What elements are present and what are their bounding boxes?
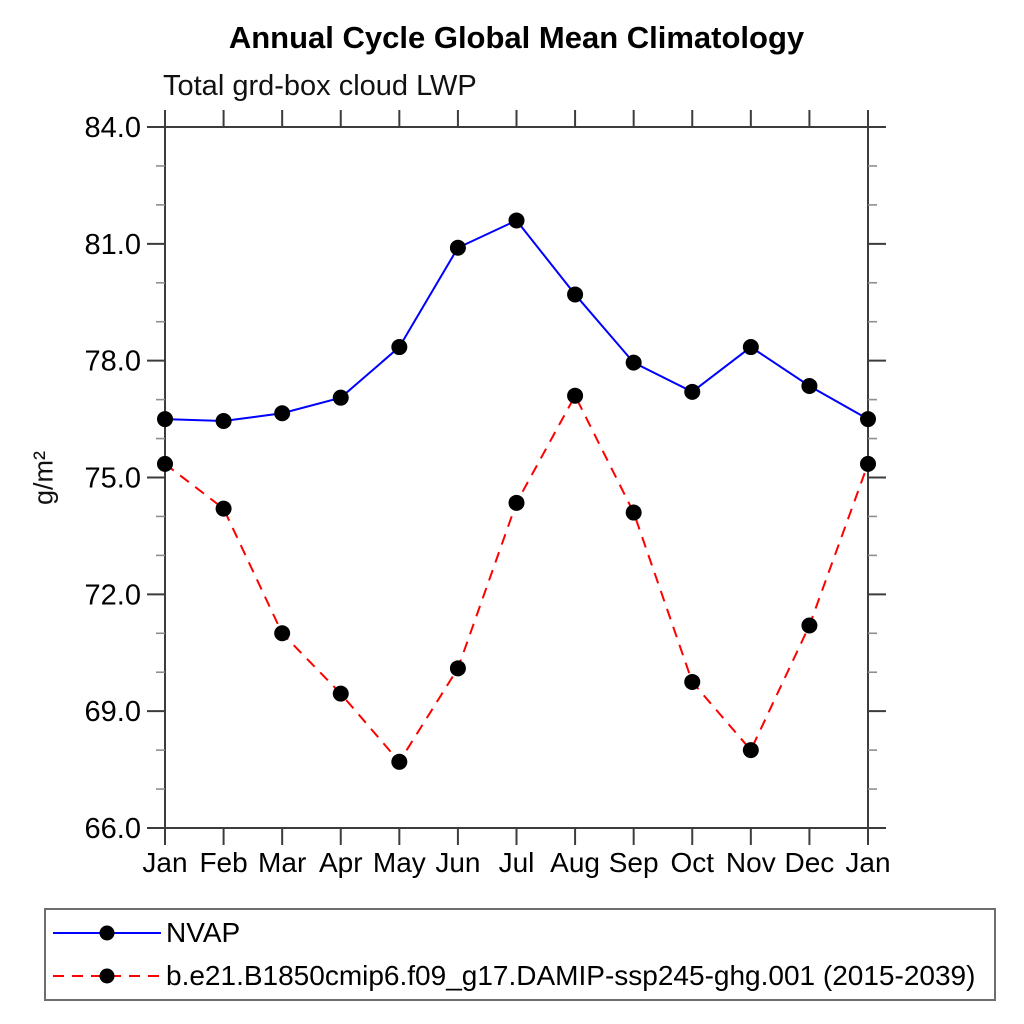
data-point-marker [684,383,701,400]
y-tick-label: 84.0 [85,112,141,144]
y-tick-label: 69.0 [85,696,141,728]
x-tick-label: Jan [845,847,890,878]
nvap-line-swatch-icon [53,925,161,941]
data-point-marker [567,387,584,404]
series-line-0 [164,219,869,423]
y-tick-label: 72.0 [85,579,141,611]
data-point-marker [449,239,466,256]
legend-item-ghg-run: b.e21.B1850cmip6.f09_g17.DAMIP-ssp245-gh… [46,956,994,996]
data-point-marker [625,354,642,371]
data-point-marker [860,411,876,428]
data-point-marker [567,286,584,303]
ghg-run-line-swatch-icon [53,968,161,984]
x-tick-label: Sep [609,847,659,878]
series-line-1 [164,393,869,764]
legend-item-nvap: NVAP [46,913,994,953]
y-tick-label: 81.0 [85,229,141,261]
x-tick-label: Jan [142,847,187,878]
data-point-marker [801,617,818,634]
data-point-marker [449,660,466,677]
x-tick-label: Jul [499,847,535,878]
data-point-marker [684,673,701,690]
data-point-marker [801,377,818,394]
data-point-marker [332,685,349,702]
data-point-marker [391,753,408,770]
data-point-marker [274,625,291,642]
data-point-marker [742,742,759,759]
x-tick-label: Nov [726,847,776,878]
x-tick-label: Dec [785,847,835,878]
chart-subtitle: Total grd-box cloud LWP [163,70,477,102]
y-tick-label: 66.0 [85,813,141,845]
x-tick-label: Aug [550,847,600,878]
data-point-marker [157,455,173,472]
x-tick-label: May [373,847,426,878]
data-point-marker [742,339,759,356]
data-point-marker [215,413,232,430]
data-point-marker [860,455,876,472]
data-point-marker [391,339,408,356]
legend-swatch-marker [99,968,115,984]
legend-label-ghg-run: b.e21.B1850cmip6.f09_g17.DAMIP-ssp245-gh… [166,960,976,991]
x-tick-label: Feb [199,847,247,878]
plot-area: Jan Feb Mar Apr May Jun Jul Aug Sep Oct Nov Dec Jan6… [85,110,891,878]
data-point-marker [332,389,349,406]
y-tick-label: 78.0 [85,346,141,378]
data-point-marker [215,500,232,517]
x-tick-label: Apr [319,847,363,878]
chart-title: Annual Cycle Global Mean Climatology [228,20,805,55]
legend-swatch-marker [99,925,115,941]
data-point-marker [625,504,642,521]
legend: NVAP b.e21.B1850cmip6.f09_g17.DAMIP-ssp2… [44,908,996,1001]
legend-label-nvap: NVAP [166,917,241,948]
x-tick-label: Mar [258,847,306,878]
x-tick-label: Jun [435,847,480,878]
x-tick-label: Oct [670,847,714,878]
data-point-marker [157,411,173,428]
data-point-marker [508,212,525,229]
data-point-marker [274,405,291,422]
data-point-marker [508,494,525,511]
y-tick-label: 75.0 [85,463,141,495]
